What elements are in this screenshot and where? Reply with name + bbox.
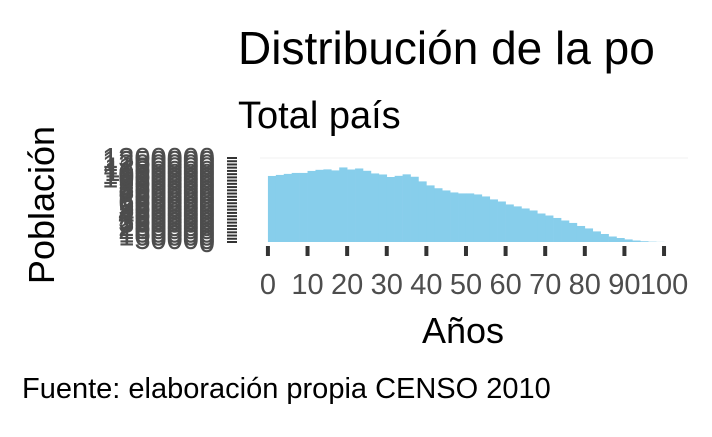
bar <box>577 226 585 242</box>
bar <box>292 173 300 242</box>
x-tick-label: 20 <box>331 269 363 301</box>
bar <box>411 177 419 242</box>
bar <box>355 168 363 242</box>
bars-group <box>260 158 688 242</box>
bar <box>490 199 498 242</box>
bar <box>601 234 609 242</box>
y-tick-label: 1300000 <box>102 143 215 175</box>
bar <box>323 169 331 242</box>
bar <box>537 214 545 242</box>
bar <box>466 193 474 242</box>
bar <box>363 171 371 242</box>
bar <box>426 185 434 242</box>
bar <box>403 174 411 242</box>
bar <box>339 167 347 242</box>
bar <box>387 177 395 242</box>
bar <box>434 188 442 242</box>
bar <box>300 173 308 242</box>
x-tick-label: 10 <box>291 269 323 301</box>
x-tick-label: 80 <box>569 269 601 301</box>
bar <box>458 193 466 242</box>
bar <box>545 216 553 242</box>
bar <box>450 192 458 242</box>
bar <box>624 239 632 242</box>
x-tick-label: 70 <box>529 269 561 301</box>
bar <box>593 231 601 242</box>
x-tick-label: 40 <box>410 269 442 301</box>
x-tick-label: 0 <box>260 269 276 301</box>
bar <box>395 176 403 242</box>
bar <box>529 210 537 242</box>
bar <box>418 181 426 242</box>
bar <box>308 171 316 242</box>
bar <box>609 237 617 242</box>
bar <box>521 208 529 242</box>
bar <box>498 201 506 242</box>
x-tick-label: 90 <box>608 269 640 301</box>
x-tick-label: 50 <box>450 269 482 301</box>
bar <box>632 241 640 242</box>
bar <box>553 218 561 242</box>
bar <box>379 174 387 242</box>
chart-subtitle: Total país <box>238 95 401 137</box>
bar <box>506 204 514 242</box>
chart-caption: Fuente: elaboración propia CENSO 2010 <box>22 373 551 405</box>
bar <box>347 170 355 242</box>
bar <box>276 175 284 242</box>
x-tick-label: 100 <box>640 269 688 301</box>
y-axis-title: Población <box>21 126 62 284</box>
bar <box>617 238 625 242</box>
x-tick-label: 60 <box>489 269 521 301</box>
bar <box>284 174 292 242</box>
bar <box>640 241 648 242</box>
y-axis: 0500001000001500002000002500003000003500… <box>102 143 237 259</box>
x-axis-title: Años <box>422 310 504 351</box>
bar <box>561 220 569 242</box>
bar <box>569 223 577 242</box>
bar <box>315 170 323 242</box>
bar <box>482 196 490 242</box>
bar <box>268 176 276 242</box>
chart-title: Distribución de la po <box>238 22 655 74</box>
bar <box>585 228 593 242</box>
x-tick-label: 30 <box>371 269 403 301</box>
bar <box>474 194 482 242</box>
bar <box>514 206 522 242</box>
bar <box>371 173 379 242</box>
bar <box>331 170 339 242</box>
bar <box>442 190 450 242</box>
